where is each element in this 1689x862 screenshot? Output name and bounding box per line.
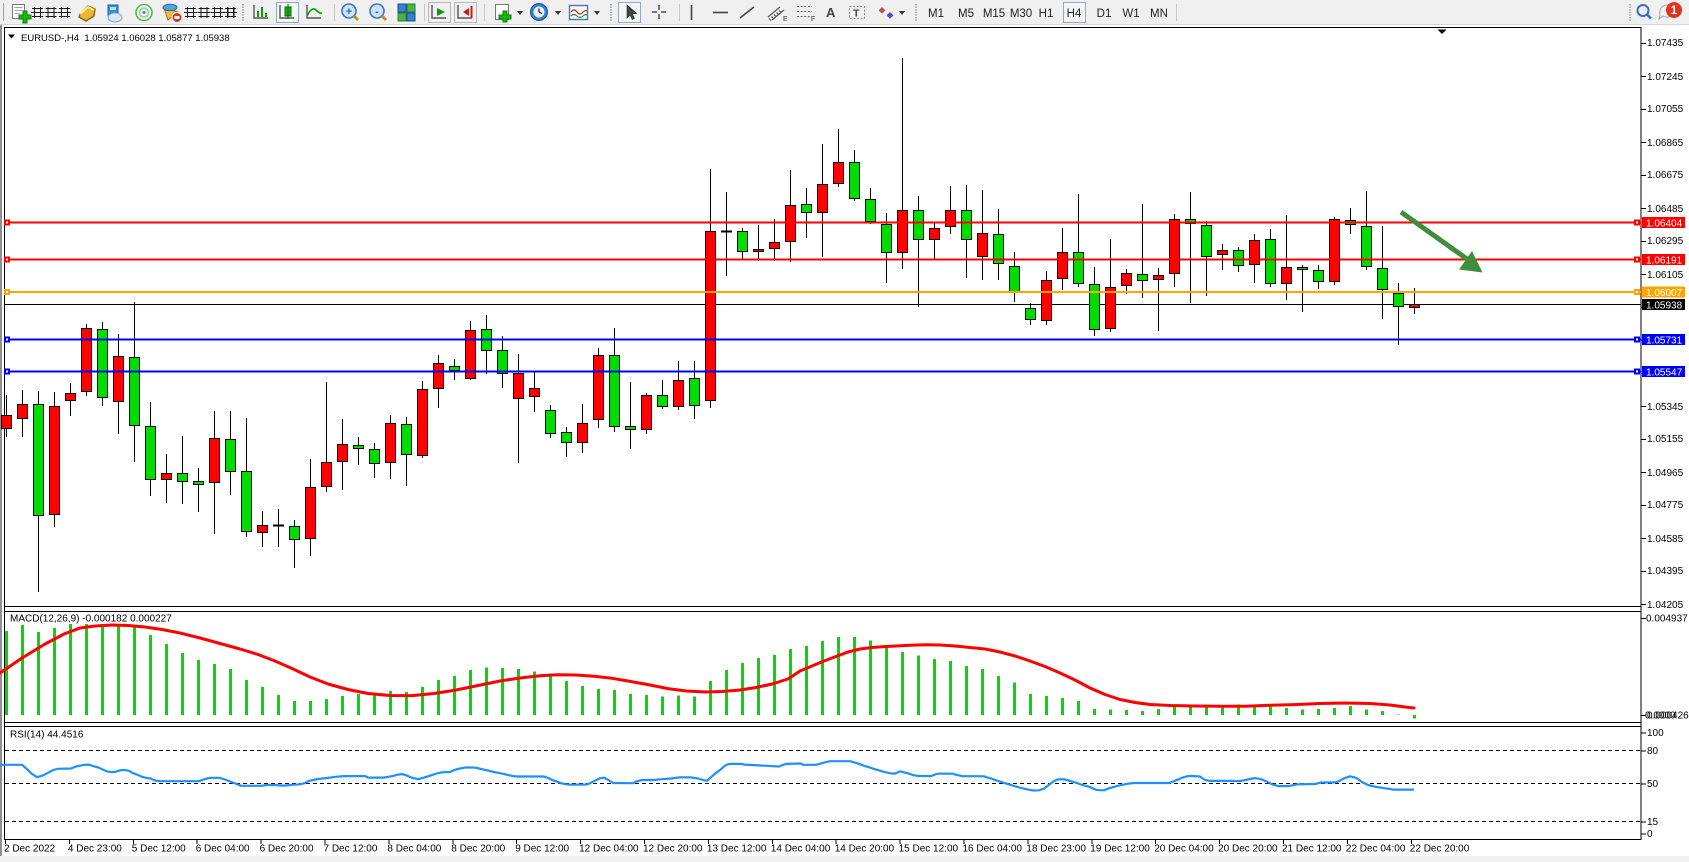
svg-text:20 Dec 04:00: 20 Dec 04:00 (1154, 844, 1214, 855)
svg-text:4 Dec 23:00: 4 Dec 23:00 (68, 844, 122, 855)
svg-text:1.05345: 1.05345 (1647, 402, 1684, 413)
svg-text:2 Dec 2022: 2 Dec 2022 (4, 844, 56, 855)
svg-text:1.05547: 1.05547 (1646, 367, 1683, 378)
svg-text:M15: M15 (983, 8, 1005, 20)
svg-text:0.004937: 0.004937 (1646, 614, 1688, 625)
svg-text:1.06485: 1.06485 (1647, 204, 1684, 215)
svg-text:W1: W1 (1122, 8, 1139, 20)
svg-text:1.04205: 1.04205 (1647, 600, 1684, 611)
svg-text:8 Dec 20:00: 8 Dec 20:00 (451, 844, 505, 855)
svg-text:9 Dec 12:00: 9 Dec 12:00 (515, 844, 569, 855)
svg-text:1.04965: 1.04965 (1647, 468, 1684, 479)
svg-text:1.05938: 1.05938 (1646, 300, 1683, 311)
svg-text:1.05731: 1.05731 (1646, 335, 1683, 346)
svg-text:1.07055: 1.07055 (1647, 104, 1684, 115)
svg-text:7 Dec 12:00: 7 Dec 12:00 (324, 844, 378, 855)
svg-text:16 Dec 04:00: 16 Dec 04:00 (963, 844, 1023, 855)
svg-text:100: 100 (1647, 728, 1664, 739)
svg-text:1.04395: 1.04395 (1647, 566, 1684, 577)
svg-text:D1: D1 (1097, 8, 1112, 20)
svg-text:1.04585: 1.04585 (1647, 534, 1684, 545)
svg-text:15: 15 (1647, 817, 1659, 828)
svg-text:RSI(14) 44.4516: RSI(14) 44.4516 (10, 730, 84, 741)
svg-text:1.06295: 1.06295 (1647, 236, 1684, 247)
svg-text:14 Dec 04:00: 14 Dec 04:00 (771, 844, 831, 855)
svg-text:22 Dec 20:00: 22 Dec 20:00 (1410, 844, 1470, 855)
svg-text:1.06191: 1.06191 (1646, 255, 1683, 266)
svg-text:M1: M1 (928, 8, 944, 20)
svg-text:18 Dec 23:00: 18 Dec 23:00 (1026, 844, 1086, 855)
svg-text:1: 1 (1671, 5, 1678, 17)
svg-text:0.0000: 0.0000 (1645, 711, 1676, 722)
svg-text:13 Dec 12:00: 13 Dec 12:00 (707, 844, 767, 855)
svg-text:1.04775: 1.04775 (1647, 500, 1684, 511)
svg-text:50: 50 (1647, 779, 1659, 790)
svg-text:1.06865: 1.06865 (1647, 138, 1684, 149)
svg-text:1.07435: 1.07435 (1647, 38, 1684, 49)
svg-text:T: T (853, 8, 860, 20)
svg-text:E: E (783, 16, 788, 23)
svg-text:MN: MN (1150, 8, 1168, 20)
svg-text:1.06675: 1.06675 (1647, 170, 1684, 181)
svg-text:5 Dec 12:00: 5 Dec 12:00 (132, 844, 186, 855)
svg-text:M5: M5 (958, 8, 974, 20)
svg-text:6 Dec 20:00: 6 Dec 20:00 (260, 844, 314, 855)
svg-text:MACD(12,26,9) -0.000182 0.0002: MACD(12,26,9) -0.000182 0.000227 (10, 614, 172, 625)
svg-text:H4: H4 (1067, 8, 1082, 20)
svg-text:6 Dec 04:00: 6 Dec 04:00 (196, 844, 250, 855)
svg-text:H1: H1 (1039, 8, 1054, 20)
svg-text:0: 0 (1647, 829, 1653, 840)
svg-text:15 Dec 12:00: 15 Dec 12:00 (899, 844, 959, 855)
svg-text:1.06404: 1.06404 (1646, 218, 1683, 229)
svg-text:1.07245: 1.07245 (1647, 72, 1684, 83)
svg-text:14 Dec 20:00: 14 Dec 20:00 (835, 844, 895, 855)
svg-text:22 Dec 04:00: 22 Dec 04:00 (1346, 844, 1406, 855)
svg-text:A: A (826, 5, 836, 20)
svg-text:21 Dec 12:00: 21 Dec 12:00 (1282, 844, 1342, 855)
svg-text:M30: M30 (1010, 8, 1032, 20)
svg-text:8 Dec 04:00: 8 Dec 04:00 (387, 844, 441, 855)
svg-text:1.06007: 1.06007 (1646, 288, 1683, 299)
svg-text:1.06105: 1.06105 (1647, 270, 1684, 281)
svg-text:80: 80 (1647, 746, 1659, 757)
svg-text:+: + (346, 6, 352, 18)
svg-text:-: - (375, 6, 379, 18)
svg-text:0.000426: 0.000426 (1647, 711, 1689, 722)
svg-text:1.05155: 1.05155 (1647, 434, 1684, 445)
svg-text:EURUSD-,H4 1.05924 1.06028 1.: EURUSD-,H4 1.05924 1.06028 1.05877 1.059… (21, 33, 230, 44)
svg-text:12 Dec 20:00: 12 Dec 20:00 (643, 844, 703, 855)
svg-text:19 Dec 12:00: 19 Dec 12:00 (1090, 844, 1150, 855)
svg-text:12 Dec 04:00: 12 Dec 04:00 (579, 844, 639, 855)
svg-text:F: F (811, 16, 815, 23)
svg-text:20 Dec 20:00: 20 Dec 20:00 (1218, 844, 1278, 855)
